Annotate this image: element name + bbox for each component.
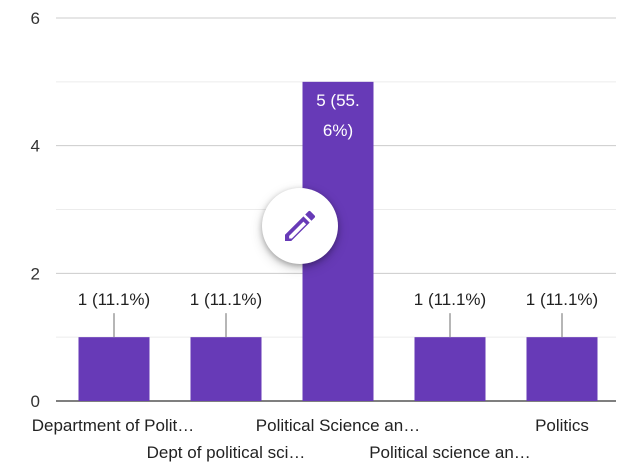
bar[interactable] — [414, 337, 486, 401]
data-label: 1 (11.1%) — [414, 290, 486, 309]
data-labels: 1 (11.1%) 1 (11.1%) 5 (55. 6%) 1 (11.1%) 1 (1… — [78, 91, 598, 338]
data-label: 5 (55. — [316, 91, 359, 110]
edit-chart-button[interactable] — [262, 188, 338, 264]
y-tick-label: 4 — [31, 137, 40, 156]
data-label: 1 (11.1%) — [78, 290, 150, 309]
y-tick-label: 0 — [31, 392, 40, 411]
x-category-label: Department of Polit… — [32, 416, 195, 435]
data-label: 6%) — [323, 121, 353, 140]
y-axis-ticks: 0 2 4 6 — [31, 9, 40, 411]
x-axis-categories: Department of Polit… Dept of political sc… — [32, 416, 589, 462]
x-category-label: Political Science an… — [256, 416, 420, 435]
x-category-label: Political science an… — [369, 443, 531, 462]
bars — [78, 81, 598, 401]
y-tick-label: 6 — [31, 9, 40, 28]
data-label: 1 (11.1%) — [526, 290, 598, 309]
bar[interactable] — [190, 337, 262, 401]
pencil-icon — [285, 210, 316, 241]
data-label: 1 (11.1%) — [190, 290, 262, 309]
bar[interactable] — [526, 337, 598, 401]
x-category-label: Politics — [535, 416, 589, 435]
edit-chart-button-wrapper — [249, 186, 351, 266]
bar[interactable] — [78, 337, 150, 401]
x-category-label: Dept of political sci… — [147, 443, 306, 462]
y-tick-label: 2 — [31, 264, 40, 283]
